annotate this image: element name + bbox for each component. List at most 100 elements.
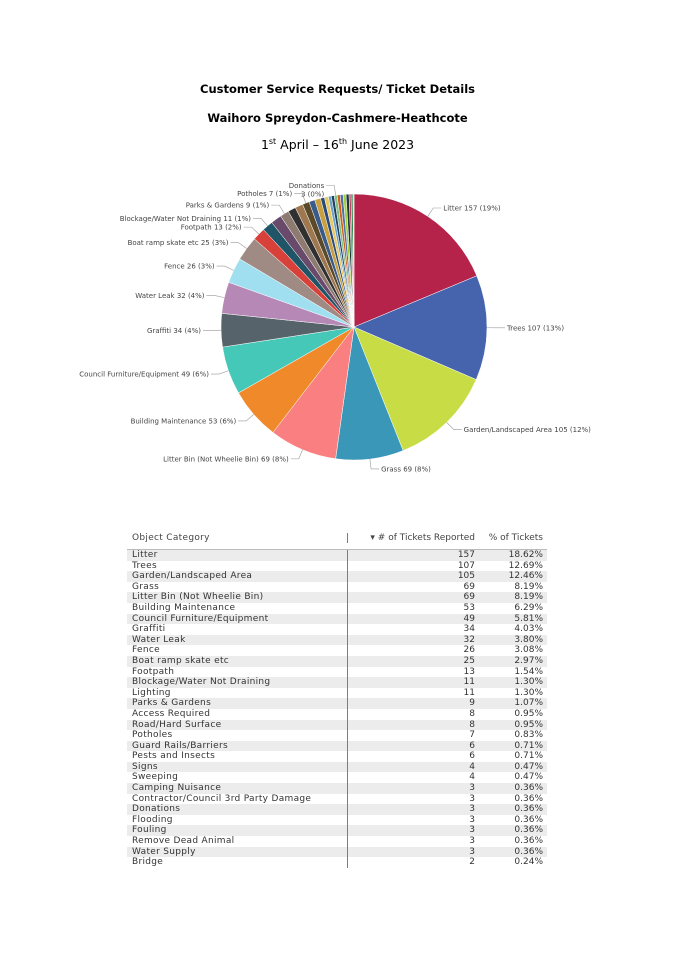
cell-category: Access Required: [132, 708, 211, 719]
cell-tickets: 49: [347, 613, 483, 625]
pie-slice[interactable]: [353, 193, 478, 328]
cell-category: Grass: [132, 581, 160, 592]
table-row: Camping Nuisance 3 0.36%: [127, 783, 547, 794]
callout-leader-line: [230, 242, 247, 249]
cell-percent: 0.71%: [514, 751, 543, 762]
slice-data-label: Water Leak 32 (4%): [135, 292, 205, 300]
cell-tickets: 107: [347, 560, 483, 572]
cell-category: Flooding: [132, 814, 173, 825]
cell-tickets: 3: [347, 846, 483, 858]
cell-category: Footpath: [132, 666, 175, 677]
callout-leader-line: [210, 370, 229, 375]
table-row: Lighting 11 1.30%: [127, 687, 547, 699]
cell-tickets: 3: [347, 804, 483, 815]
table-row: Litter 157 18.62%: [127, 550, 547, 561]
callout-leader-line: [253, 218, 268, 227]
table-row: Access Required 8 0.95%: [127, 708, 547, 720]
cell-category: Graffiti: [132, 624, 166, 635]
table-row: Road/Hard Surface 8 0.95%: [127, 719, 547, 731]
header-tickets-reported[interactable]: ▾ # of Tickets Reported: [347, 533, 483, 543]
header-percent-tickets[interactable]: % of Tickets: [488, 533, 543, 543]
cell-tickets: 4: [347, 772, 483, 784]
table-row: Sweeping 4 0.47%: [127, 772, 547, 784]
cell-tickets: 6: [347, 740, 483, 752]
callout-leader-line: [427, 207, 442, 217]
callout-leader-line: [294, 193, 307, 204]
cell-percent: 0.47%: [514, 761, 543, 772]
table-row: Grass 69 8.19%: [127, 581, 547, 593]
table-row: Trees 107 12.69%: [127, 560, 547, 572]
cell-percent: 12.46%: [508, 571, 543, 582]
cell-tickets: 69: [347, 581, 483, 593]
cell-tickets: 8: [347, 708, 483, 720]
slice-data-label: Donations: [289, 182, 325, 190]
slice-data-label: Graffiti 34 (4%): [147, 327, 201, 335]
cell-tickets: 3: [347, 836, 483, 847]
tickets-table: Object Category ▾ # of Tickets Reported …: [127, 527, 547, 868]
cell-percent: 0.47%: [514, 772, 543, 783]
date-start-sup: st: [268, 136, 277, 146]
pie-slice[interactable]: [352, 193, 355, 328]
cell-category: Water Supply: [132, 846, 196, 857]
slice-data-label: Litter Bin (Not Wheelie Bin) 69 (8%): [163, 455, 289, 463]
cell-percent: 5.81%: [514, 613, 543, 624]
cell-category: Contractor/Council 3rd Party Damage: [132, 793, 312, 804]
callout-leader-line: [446, 422, 462, 430]
slice-data-label: Parks & Gardens 9 (1%): [186, 202, 270, 210]
pie-slice[interactable]: [353, 326, 477, 451]
table-row: Boat ramp skate etc 25 2.97%: [127, 655, 547, 667]
header-tickets-label: # of Tickets Reported: [377, 533, 475, 543]
cell-category: Pests and Insects: [132, 751, 216, 762]
cell-category: Trees: [132, 560, 157, 571]
cell-category: Road/Hard Surface: [132, 719, 222, 730]
callout-leader-line: [369, 459, 380, 470]
cell-percent: 0.95%: [514, 719, 543, 730]
callout-leader-line: [206, 295, 225, 298]
cell-percent: 3.08%: [514, 645, 543, 656]
cell-percent: 0.95%: [514, 708, 543, 719]
cell-tickets: 7: [347, 730, 483, 741]
cell-percent: 1.30%: [514, 687, 543, 698]
table-row: Fouling 3 0.36%: [127, 825, 547, 837]
cell-category: Litter Bin (Not Wheelie Bin): [132, 592, 264, 603]
cell-percent: 1.30%: [514, 677, 543, 688]
report-subtitle: Waihoro Spreydon-Cashmere-Heathcote: [207, 111, 468, 125]
table-row: Blockage/Water Not Draining 11 1.30%: [127, 677, 547, 688]
cell-tickets: 13: [347, 666, 483, 678]
cell-tickets: 69: [347, 592, 483, 603]
cell-percent: 0.36%: [514, 846, 543, 857]
cell-category: Fouling: [132, 825, 167, 836]
cell-percent: 0.36%: [514, 793, 543, 804]
cell-tickets: 32: [347, 634, 483, 646]
table-header: Object Category ▾ # of Tickets Reported …: [127, 527, 547, 550]
cell-percent: 0.24%: [514, 857, 543, 868]
cell-percent: 4.03%: [514, 624, 543, 635]
cell-percent: 12.69%: [508, 560, 543, 571]
date-start-day: 1: [260, 137, 269, 152]
table-body: Litter 157 18.62% Trees 107 12.69% Garden/Land…: [127, 550, 547, 868]
slice-data-label: Boat ramp skate etc 25 (3%): [128, 239, 229, 247]
cell-percent: 0.83%: [514, 730, 543, 741]
cell-percent: 0.36%: [514, 825, 543, 836]
cell-percent: 0.71%: [514, 740, 543, 751]
callout-leader-line: [216, 265, 234, 271]
cell-percent: 6.29%: [514, 602, 543, 613]
sort-desc-icon: ▾: [370, 533, 375, 543]
date-end: June 2023: [347, 137, 415, 152]
cell-percent: 8.19%: [514, 592, 543, 603]
slice-data-label: 3 (0%): [301, 190, 325, 198]
cell-tickets: 53: [347, 602, 483, 614]
cell-category: Guard Rails/Barriers: [132, 740, 228, 751]
table-row: Garden/Landscaped Area 105 12.46%: [127, 571, 547, 582]
cell-tickets: 3: [347, 793, 483, 805]
slice-data-label: Garden/Landscaped Area 105 (12%): [464, 426, 591, 434]
table-row: Signs 4 0.47%: [127, 761, 547, 773]
cell-tickets: 3: [347, 783, 483, 794]
table-row: Flooding 3 0.36%: [127, 814, 547, 826]
cell-tickets: 157: [347, 550, 483, 561]
slice-data-label: Litter 157 (19%): [443, 205, 501, 213]
table-row: Footpath 13 1.54%: [127, 666, 547, 678]
header-object-category[interactable]: Object Category: [132, 533, 210, 543]
cell-category: Building Maintenance: [132, 602, 236, 613]
cell-percent: 0.36%: [514, 804, 543, 815]
